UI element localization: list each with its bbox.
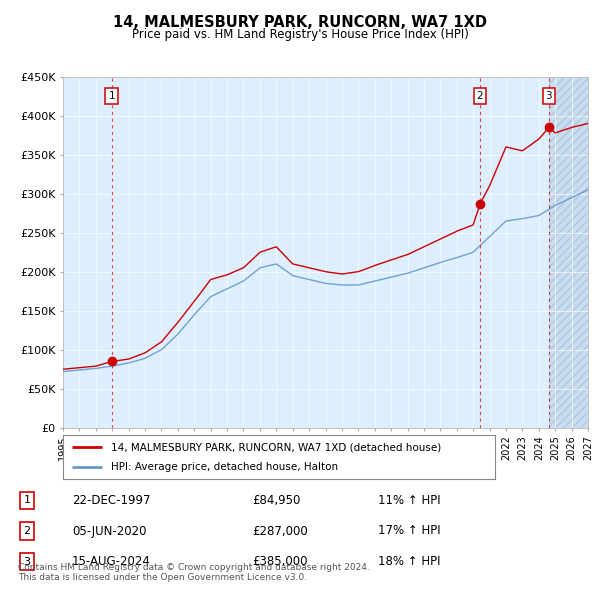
Text: 14, MALMESBURY PARK, RUNCORN, WA7 1XD: 14, MALMESBURY PARK, RUNCORN, WA7 1XD (113, 15, 487, 30)
Text: 22-DEC-1997: 22-DEC-1997 (72, 494, 151, 507)
Text: 15-AUG-2024: 15-AUG-2024 (72, 555, 151, 568)
Text: 17% ↑ HPI: 17% ↑ HPI (378, 525, 440, 537)
Text: 2: 2 (23, 526, 31, 536)
Text: Price paid vs. HM Land Registry's House Price Index (HPI): Price paid vs. HM Land Registry's House … (131, 28, 469, 41)
Text: Contains HM Land Registry data © Crown copyright and database right 2024.
This d: Contains HM Land Registry data © Crown c… (18, 563, 370, 582)
Text: 3: 3 (23, 557, 31, 566)
Text: 18% ↑ HPI: 18% ↑ HPI (378, 555, 440, 568)
Text: £287,000: £287,000 (252, 525, 308, 537)
Text: 2: 2 (477, 91, 484, 101)
Text: HPI: Average price, detached house, Halton: HPI: Average price, detached house, Halt… (110, 462, 338, 471)
Text: £84,950: £84,950 (252, 494, 301, 507)
Text: 3: 3 (545, 91, 552, 101)
Text: 05-JUN-2020: 05-JUN-2020 (72, 525, 146, 537)
Text: 1: 1 (109, 91, 115, 101)
Text: 11% ↑ HPI: 11% ↑ HPI (378, 494, 440, 507)
Bar (549, 38, 588, 428)
Text: 14, MALMESBURY PARK, RUNCORN, WA7 1XD (detached house): 14, MALMESBURY PARK, RUNCORN, WA7 1XD (d… (110, 442, 441, 452)
Text: 1: 1 (23, 496, 31, 505)
Text: £385,000: £385,000 (252, 555, 308, 568)
